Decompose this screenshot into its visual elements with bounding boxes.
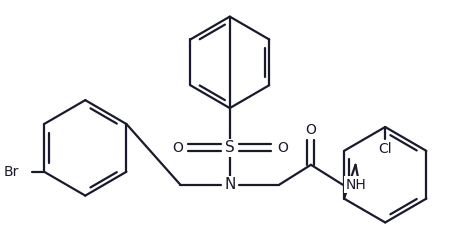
Text: S: S	[225, 140, 235, 155]
Text: O: O	[172, 141, 183, 155]
Text: N: N	[224, 177, 236, 192]
Text: Br: Br	[4, 165, 19, 179]
Text: O: O	[306, 123, 316, 137]
Text: O: O	[277, 141, 288, 155]
Text: NH: NH	[346, 178, 367, 192]
Text: Cl: Cl	[378, 142, 392, 156]
